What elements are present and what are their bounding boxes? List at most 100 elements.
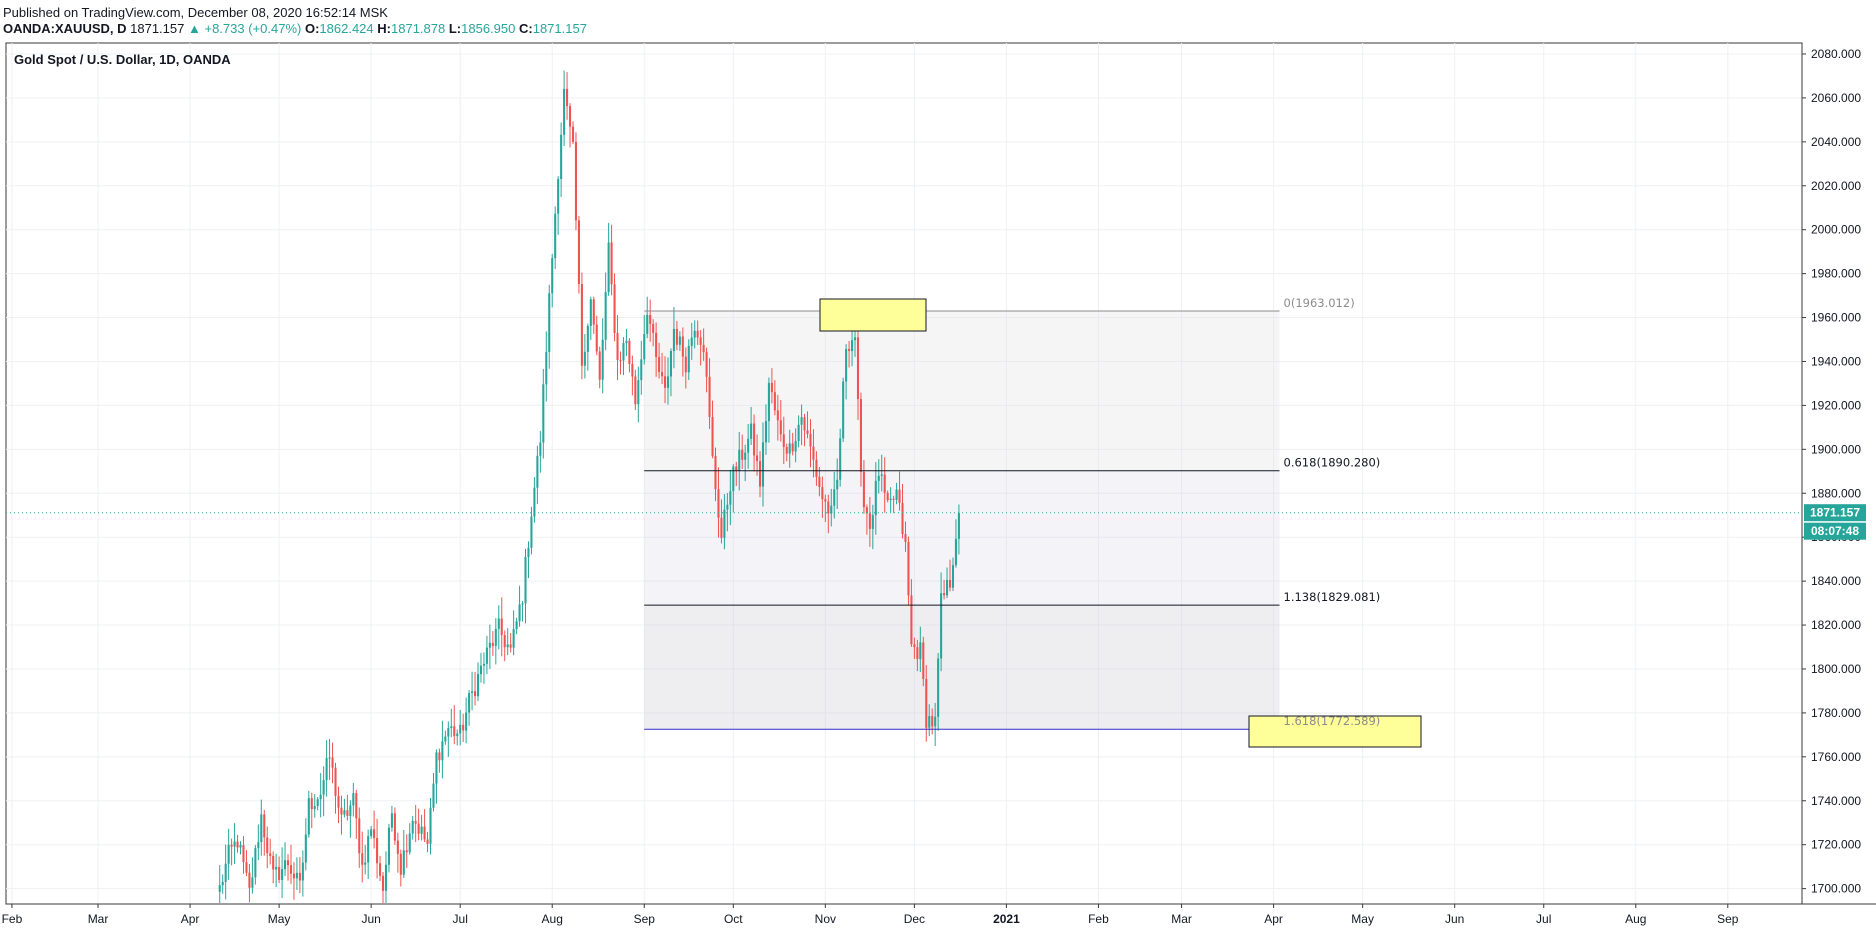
candle-body[interactable] <box>275 867 278 870</box>
candle-body[interactable] <box>254 848 257 878</box>
candle-body[interactable] <box>919 642 922 660</box>
candle-body[interactable] <box>542 384 545 443</box>
candle-body[interactable] <box>263 814 266 838</box>
candle-body[interactable] <box>441 741 444 761</box>
candle-body[interactable] <box>444 736 447 742</box>
candle-body[interactable] <box>812 446 815 460</box>
candle-body[interactable] <box>957 513 960 539</box>
candle-body[interactable] <box>940 593 943 659</box>
candlestick-series[interactable] <box>218 70 960 903</box>
candle-body[interactable] <box>343 810 346 815</box>
candle-body[interactable] <box>331 757 334 768</box>
candle-body[interactable] <box>364 862 367 865</box>
fib-extension-levels[interactable] <box>644 310 1280 730</box>
candle-body[interactable] <box>782 434 785 448</box>
candle-body[interactable] <box>414 820 417 824</box>
candle-body[interactable] <box>456 733 459 737</box>
candle-body[interactable] <box>690 337 693 346</box>
candle-body[interactable] <box>865 507 868 514</box>
candle-body[interactable] <box>827 501 830 514</box>
candle-body[interactable] <box>951 565 955 588</box>
candle-body[interactable] <box>286 860 290 866</box>
candle-body[interactable] <box>349 805 352 816</box>
candle-body[interactable] <box>735 466 738 471</box>
candle-body[interactable] <box>634 376 637 405</box>
candle-body[interactable] <box>557 178 560 214</box>
candle-body[interactable] <box>503 635 506 648</box>
candle-body[interactable] <box>521 603 524 605</box>
candle-body[interactable] <box>797 424 800 441</box>
candle-body[interactable] <box>705 352 708 377</box>
candle-body[interactable] <box>744 452 747 460</box>
candle-body[interactable] <box>405 850 408 853</box>
candle-body[interactable] <box>895 489 898 500</box>
candle-body[interactable] <box>393 813 396 841</box>
candle-body[interactable] <box>530 516 533 548</box>
candle-body[interactable] <box>379 863 382 876</box>
candle-body[interactable] <box>533 487 536 517</box>
candle-body[interactable] <box>661 372 664 377</box>
candle-body[interactable] <box>468 693 471 713</box>
candle-body[interactable] <box>856 337 860 400</box>
candle-body[interactable] <box>824 499 827 502</box>
candle-body[interactable] <box>889 498 892 501</box>
candle-body[interactable] <box>574 141 578 221</box>
candle-body[interactable] <box>337 795 340 808</box>
candle-body[interactable] <box>450 726 453 729</box>
candle-body[interactable] <box>818 476 821 488</box>
candle-body[interactable] <box>764 421 767 443</box>
candle-body[interactable] <box>500 618 503 636</box>
candle-body[interactable] <box>767 382 770 422</box>
candle-body[interactable] <box>640 359 643 381</box>
candle-body[interactable] <box>295 872 298 879</box>
candle-body[interactable] <box>631 363 634 377</box>
candle-body[interactable] <box>376 838 379 864</box>
candle-body[interactable] <box>750 423 753 439</box>
candle-body[interactable] <box>770 382 773 393</box>
candle-body[interactable] <box>655 332 658 358</box>
candle-body[interactable] <box>862 471 865 508</box>
candle-body[interactable] <box>325 758 328 781</box>
time-axis[interactable]: Feb Mar Apr May Jun Jul Aug Sep Oct Nov Dec 2021 Feb… <box>2 904 1739 926</box>
candle-body[interactable] <box>806 430 809 434</box>
candle-body[interactable] <box>646 314 649 334</box>
candle-body[interactable] <box>658 357 661 373</box>
candle-body[interactable] <box>242 845 245 863</box>
candle-body[interactable] <box>877 475 880 481</box>
candle-body[interactable] <box>839 438 842 480</box>
candle-body[interactable] <box>355 793 358 819</box>
candle-body[interactable] <box>568 106 572 127</box>
candle-body[interactable] <box>853 337 857 341</box>
candle-body[interactable] <box>518 604 521 622</box>
candle-body[interactable] <box>251 877 254 888</box>
candle-body[interactable] <box>747 438 750 453</box>
candle-body[interactable] <box>301 862 304 881</box>
candle-body[interactable] <box>785 447 788 454</box>
candle-body[interactable] <box>278 867 281 881</box>
candle-body[interactable] <box>319 794 322 800</box>
candle-body[interactable] <box>803 417 806 431</box>
candle-body[interactable] <box>699 337 702 345</box>
candle-body[interactable] <box>257 842 260 849</box>
candle-body[interactable] <box>943 593 946 596</box>
candle-body[interactable] <box>313 806 316 810</box>
candle-body[interactable] <box>628 340 631 364</box>
candle-body[interactable] <box>381 875 385 891</box>
candle-body[interactable] <box>340 807 343 815</box>
candle-body[interactable] <box>328 757 331 759</box>
candle-body[interactable] <box>948 579 952 588</box>
candle-body[interactable] <box>304 834 307 863</box>
candle-body[interactable] <box>892 498 895 500</box>
candle-body[interactable] <box>601 339 604 380</box>
candle-body[interactable] <box>723 509 726 538</box>
candle-body[interactable] <box>473 691 477 697</box>
candle-body[interactable] <box>390 813 393 828</box>
candle-body[interactable] <box>880 474 883 476</box>
candle-body[interactable] <box>619 359 622 361</box>
candle-body[interactable] <box>387 827 390 865</box>
candle-body[interactable] <box>471 691 474 694</box>
candle-body[interactable] <box>239 845 242 848</box>
candle-body[interactable] <box>551 258 554 294</box>
candle-body[interactable] <box>352 793 355 806</box>
candle-body[interactable] <box>607 242 610 293</box>
